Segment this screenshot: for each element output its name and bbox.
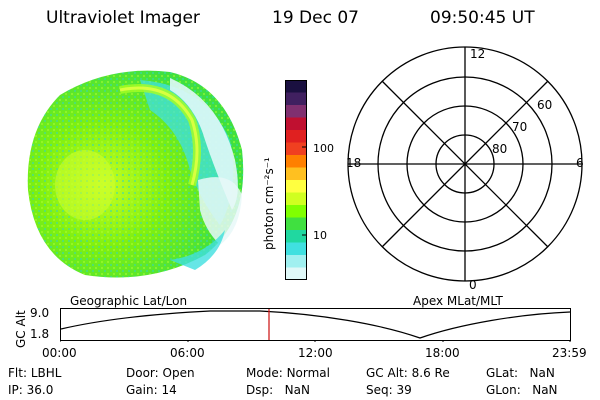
orbit-axis-label: GC Alt [14, 310, 28, 348]
polar-label-12: 12 [470, 47, 486, 61]
polar-plot [347, 46, 583, 282]
orbit-xtick-1200: 12:00 [298, 346, 333, 360]
info-seq: Seq: 39 [366, 383, 412, 397]
colorbar-band [285, 155, 307, 168]
info-dsp: Dsp: NaN [246, 383, 310, 397]
date-label: 19 Dec 07 [272, 8, 359, 28]
colorbar-band [285, 142, 307, 156]
colorbar-band [285, 255, 307, 268]
polar-label-60: 60 [537, 98, 553, 112]
colorbar-band [285, 130, 307, 143]
orbit-ytick-9: 9.0 [30, 306, 50, 320]
colorbar-unit-label: photon cm⁻²s⁻¹ [262, 157, 276, 250]
polar-label-70: 70 [512, 120, 528, 134]
orbit-altitude-plot [60, 308, 571, 342]
info-gc-alt: GC Alt: 8.6 Re [366, 366, 450, 380]
orbit-ytick-1-8: 1.8 [30, 327, 50, 341]
colorbar-band [285, 105, 307, 118]
orbit-xtick-2359: 23:59 [552, 346, 587, 360]
colorbar-band [285, 192, 307, 206]
app-title: Ultraviolet Imager [46, 8, 200, 28]
info-door: Door: Open [126, 366, 195, 380]
apex-panel-label: Apex MLat/MLT [413, 294, 503, 308]
info-glon: GLon: NaN [486, 383, 558, 397]
colorbar-band [285, 92, 307, 106]
geographic-panel-label: Geographic Lat/Lon [70, 294, 188, 308]
polar-label-0: 0 [469, 278, 477, 292]
info-glat: GLat: NaN [486, 366, 555, 380]
colorbar [285, 80, 307, 280]
colorbar-band [285, 180, 307, 193]
orbit-xtick-0000: 00:00 [42, 346, 77, 360]
colorbar-band [285, 80, 307, 93]
polar-diagonal-2 [381, 80, 549, 248]
colorbar-band [285, 230, 307, 243]
orbit-xtick-0600: 06:00 [170, 346, 205, 360]
polar-label-80: 80 [492, 142, 508, 156]
colorbar-band [285, 267, 307, 280]
colorbar-band [285, 217, 307, 231]
orbit-altitude-curve [60, 310, 571, 339]
time-label: 09:50:45 UT [430, 8, 535, 28]
colorbar-tick-100: 100 [313, 142, 334, 155]
polar-label-18: 18 [346, 156, 362, 170]
info-ip: IP: 36.0 [8, 383, 54, 397]
colorbar-band [285, 242, 307, 256]
info-mode: Mode: Normal [246, 366, 330, 380]
colorbar-band [285, 205, 307, 218]
orbit-xtick-1800: 18:00 [425, 346, 460, 360]
colorbar-frame [285, 80, 307, 280]
colorbar-band [285, 167, 307, 181]
info-flt: Flt: LBHL [8, 366, 62, 380]
auroral-image [27, 70, 244, 278]
colorbar-band [285, 117, 307, 131]
colorbar-tick-10: 10 [313, 229, 327, 242]
info-gain: Gain: 14 [126, 383, 177, 397]
polar-label-6: 6 [576, 156, 584, 170]
